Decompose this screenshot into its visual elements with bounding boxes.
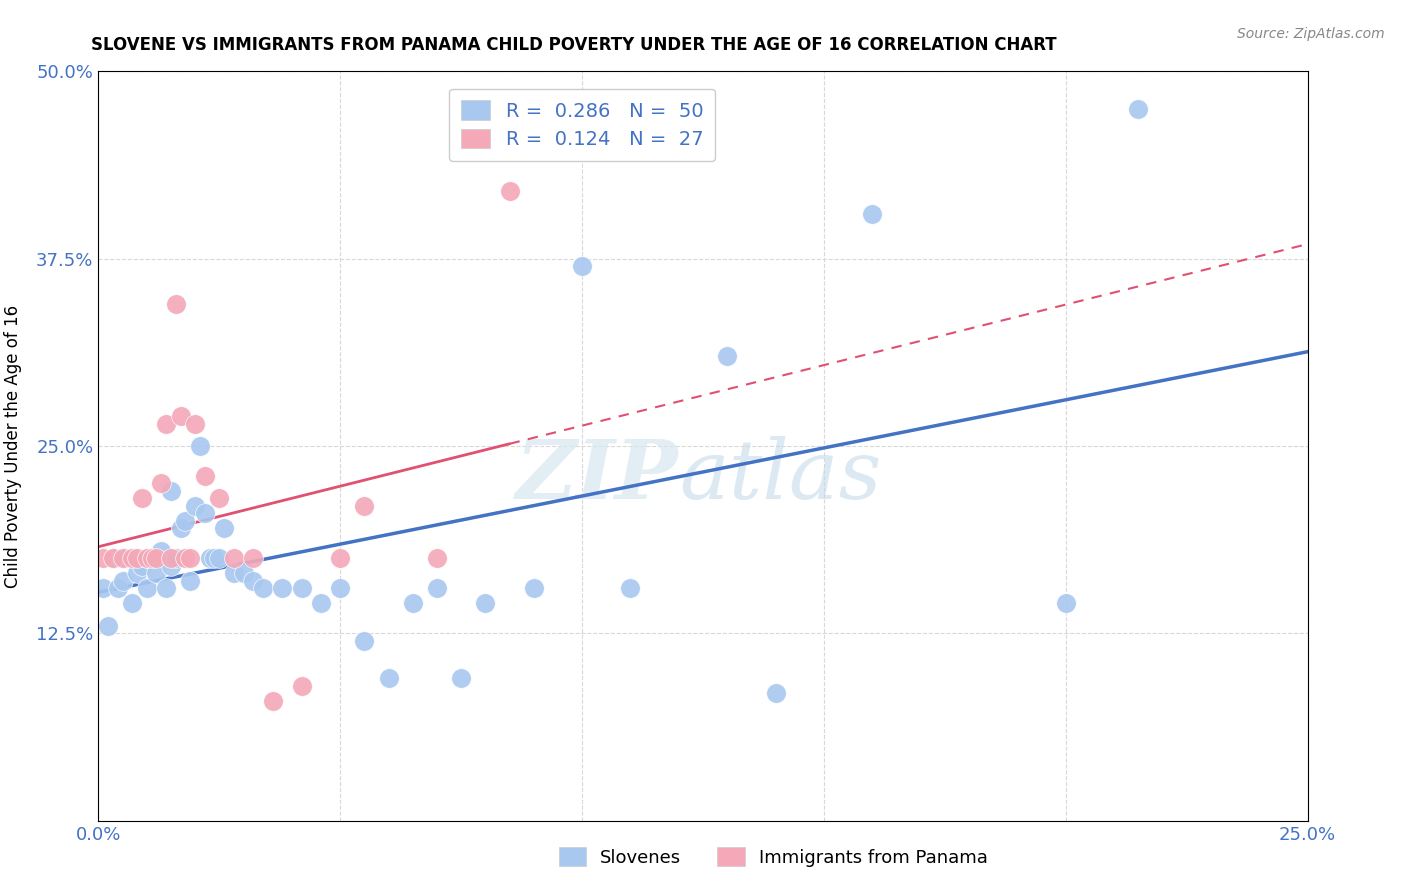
Point — [169, 521, 191, 535]
Point — [329, 551, 352, 566]
Point — [169, 409, 191, 423]
Point — [309, 596, 332, 610]
Point — [155, 582, 177, 596]
Point — [165, 551, 187, 566]
Point — [135, 582, 157, 596]
Point — [498, 184, 520, 198]
Point — [353, 499, 375, 513]
Point — [204, 551, 226, 566]
Point — [860, 207, 883, 221]
Point — [111, 574, 134, 588]
Point — [188, 439, 211, 453]
Point — [117, 551, 139, 566]
Point — [145, 551, 167, 566]
Point — [765, 686, 787, 700]
Point — [91, 582, 114, 596]
Legend: R =  0.286   N =  50, R =  0.124   N =  27: R = 0.286 N = 50, R = 0.124 N = 27 — [450, 88, 714, 161]
Point — [571, 259, 593, 273]
Point — [242, 551, 264, 566]
Point — [262, 694, 284, 708]
Point — [232, 566, 254, 581]
Point — [107, 582, 129, 596]
Point — [426, 582, 449, 596]
Point — [198, 551, 221, 566]
Point — [194, 507, 217, 521]
Point — [222, 566, 245, 581]
Point — [174, 551, 197, 566]
Point — [212, 521, 235, 535]
Point — [523, 582, 546, 596]
Legend: Slovenes, Immigrants from Panama: Slovenes, Immigrants from Panama — [551, 840, 995, 874]
Point — [450, 671, 472, 685]
Point — [242, 574, 264, 588]
Text: atlas: atlas — [679, 436, 882, 516]
Y-axis label: Child Poverty Under the Age of 16: Child Poverty Under the Age of 16 — [4, 304, 22, 588]
Point — [353, 633, 375, 648]
Point — [160, 483, 183, 498]
Point — [271, 582, 294, 596]
Point — [135, 551, 157, 566]
Point — [145, 566, 167, 581]
Point — [222, 551, 245, 566]
Point — [131, 491, 153, 506]
Point — [101, 551, 124, 566]
Point — [619, 582, 641, 596]
Point — [1054, 596, 1077, 610]
Point — [91, 551, 114, 566]
Text: ZIP: ZIP — [516, 436, 679, 516]
Point — [165, 296, 187, 310]
Point — [716, 349, 738, 363]
Point — [179, 551, 201, 566]
Point — [121, 596, 143, 610]
Point — [131, 558, 153, 573]
Point — [290, 582, 312, 596]
Point — [150, 476, 173, 491]
Text: Source: ZipAtlas.com: Source: ZipAtlas.com — [1237, 27, 1385, 41]
Text: SLOVENE VS IMMIGRANTS FROM PANAMA CHILD POVERTY UNDER THE AGE OF 16 CORRELATION : SLOVENE VS IMMIGRANTS FROM PANAMA CHILD … — [91, 36, 1057, 54]
Point — [208, 491, 231, 506]
Point — [97, 619, 120, 633]
Point — [184, 417, 207, 431]
Point — [402, 596, 425, 610]
Point — [329, 582, 352, 596]
Point — [1128, 102, 1150, 116]
Point — [174, 514, 197, 528]
Point — [252, 582, 274, 596]
Point — [208, 551, 231, 566]
Point — [127, 566, 149, 581]
Point — [377, 671, 399, 685]
Point — [290, 679, 312, 693]
Point — [179, 574, 201, 588]
Point — [426, 551, 449, 566]
Point — [111, 551, 134, 566]
Point — [155, 417, 177, 431]
Point — [127, 551, 149, 566]
Point — [160, 558, 183, 573]
Point — [141, 551, 163, 566]
Point — [184, 499, 207, 513]
Point — [135, 551, 157, 566]
Point — [194, 469, 217, 483]
Point — [141, 551, 163, 566]
Point — [150, 544, 173, 558]
Point — [121, 551, 143, 566]
Point — [474, 596, 496, 610]
Point — [101, 551, 124, 566]
Point — [160, 551, 183, 566]
